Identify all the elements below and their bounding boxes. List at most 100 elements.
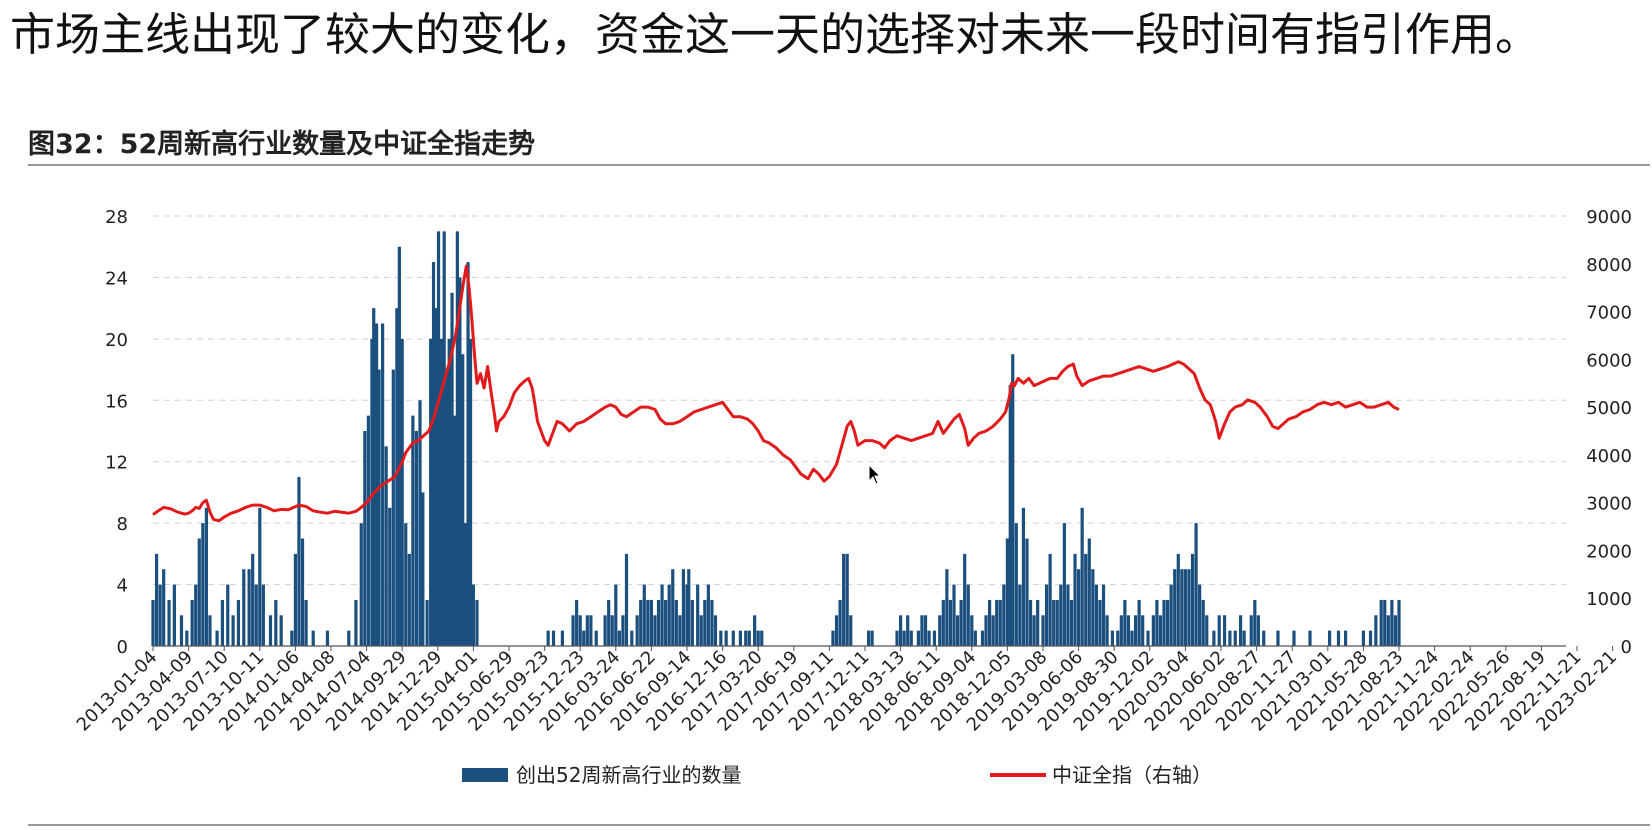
bar bbox=[1249, 615, 1253, 646]
bar bbox=[1238, 615, 1243, 646]
bar bbox=[991, 615, 995, 646]
bar bbox=[624, 553, 629, 646]
bar bbox=[167, 599, 171, 646]
bar bbox=[226, 584, 230, 646]
bar bbox=[1098, 599, 1102, 646]
bar bbox=[258, 507, 262, 646]
bar bbox=[902, 630, 906, 646]
bar bbox=[1101, 584, 1106, 646]
bar bbox=[384, 446, 388, 646]
bar bbox=[1002, 584, 1006, 646]
bar bbox=[1062, 523, 1066, 646]
bar bbox=[932, 630, 937, 646]
bar bbox=[1110, 630, 1115, 646]
bar bbox=[582, 630, 586, 646]
bar bbox=[1308, 630, 1312, 646]
bar bbox=[760, 630, 764, 646]
bar bbox=[1383, 599, 1387, 646]
bar bbox=[744, 630, 748, 646]
bar bbox=[738, 630, 742, 646]
bar bbox=[1044, 584, 1049, 646]
bar bbox=[1390, 599, 1394, 646]
bar bbox=[1162, 599, 1166, 646]
bar bbox=[439, 338, 443, 646]
bar bbox=[1077, 569, 1081, 646]
bar bbox=[1087, 538, 1091, 646]
bar bbox=[952, 584, 956, 646]
bar bbox=[407, 553, 411, 646]
bar bbox=[948, 599, 953, 646]
bar bbox=[685, 584, 689, 646]
bar bbox=[635, 615, 639, 646]
line-series bbox=[152, 264, 1400, 523]
bar bbox=[941, 599, 945, 646]
y-left-tick-label: 20 bbox=[105, 330, 128, 351]
bar bbox=[899, 615, 903, 646]
y-right-tick-label: 9000 bbox=[1586, 207, 1632, 228]
bar bbox=[607, 599, 611, 646]
bar bbox=[617, 630, 621, 646]
bar bbox=[1327, 630, 1332, 646]
bar bbox=[653, 615, 657, 646]
bar bbox=[377, 369, 381, 646]
bar bbox=[1059, 584, 1063, 646]
bar bbox=[973, 630, 977, 646]
bar bbox=[575, 599, 579, 646]
y-right-tick-label: 1000 bbox=[1586, 589, 1632, 610]
bar bbox=[1222, 615, 1227, 646]
bar bbox=[945, 569, 949, 646]
bar bbox=[1393, 615, 1398, 646]
bar bbox=[311, 630, 315, 646]
bar bbox=[1055, 599, 1059, 646]
bar bbox=[630, 630, 634, 646]
bar bbox=[1361, 630, 1365, 646]
bar bbox=[1217, 615, 1221, 646]
bar bbox=[578, 615, 582, 646]
bar bbox=[909, 630, 913, 646]
bar bbox=[681, 569, 686, 646]
bar bbox=[247, 569, 251, 646]
bar bbox=[731, 630, 735, 646]
bar bbox=[445, 369, 449, 646]
bar bbox=[1080, 507, 1084, 646]
bar bbox=[614, 584, 618, 646]
figure-title: 图32：52周新高行业数量及中证全指走势 bbox=[28, 129, 536, 160]
bar bbox=[1198, 584, 1202, 646]
bar bbox=[1253, 599, 1257, 646]
bar bbox=[220, 599, 225, 646]
bar bbox=[201, 523, 205, 646]
bar bbox=[1374, 615, 1378, 646]
legend-swatch-bar bbox=[462, 768, 508, 782]
bar bbox=[674, 599, 678, 646]
bar bbox=[400, 338, 404, 646]
bar bbox=[1014, 523, 1018, 646]
bar bbox=[429, 338, 433, 646]
bar bbox=[179, 615, 184, 646]
bar bbox=[1025, 538, 1029, 646]
bar bbox=[162, 569, 166, 646]
bar bbox=[453, 415, 457, 646]
bar bbox=[1041, 615, 1045, 646]
bar bbox=[984, 615, 988, 646]
bar bbox=[293, 553, 297, 646]
y-left-tick-label: 28 bbox=[105, 207, 128, 228]
bar bbox=[594, 630, 598, 646]
bar bbox=[190, 599, 194, 646]
bar bbox=[431, 262, 436, 646]
bar bbox=[1069, 599, 1074, 646]
bar bbox=[251, 553, 255, 646]
bar bbox=[172, 584, 176, 646]
y-left-tick-label: 12 bbox=[105, 453, 128, 474]
y-left-tick-label: 4 bbox=[117, 576, 128, 597]
bar bbox=[1146, 630, 1150, 646]
bar bbox=[747, 630, 751, 646]
bar bbox=[938, 615, 942, 646]
bar bbox=[421, 492, 425, 646]
bottom-divider bbox=[28, 824, 1650, 826]
bar bbox=[442, 231, 446, 646]
bar bbox=[1379, 599, 1383, 646]
bar bbox=[1018, 584, 1022, 646]
bar bbox=[906, 615, 910, 646]
bar bbox=[719, 630, 723, 646]
bar bbox=[1052, 599, 1056, 646]
